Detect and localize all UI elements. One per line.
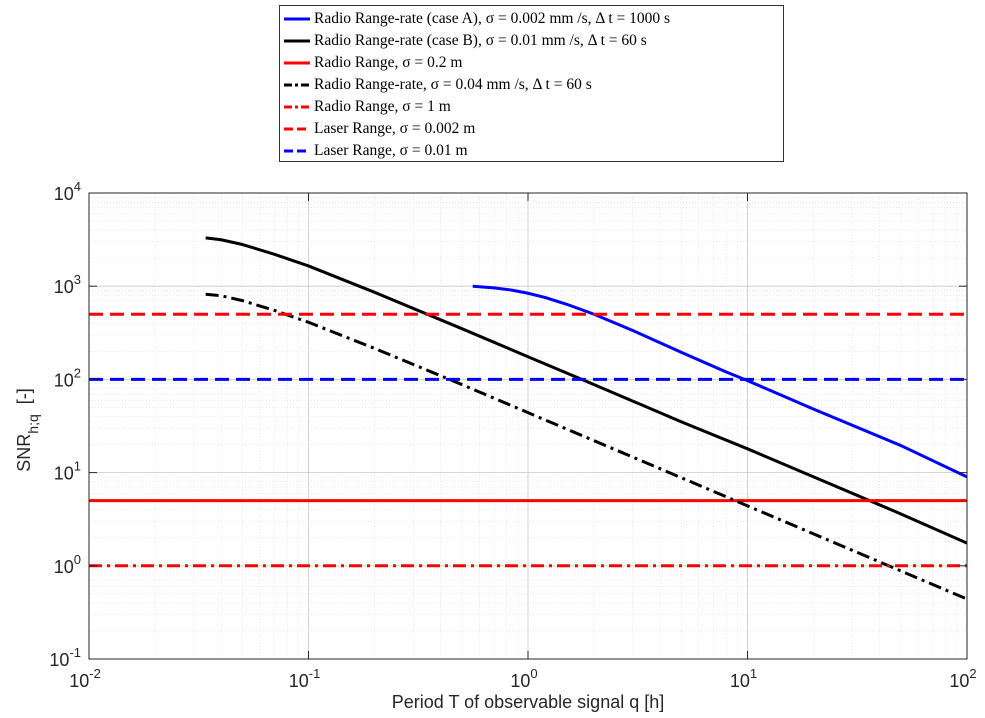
legend-entry-4: Radio Range-rate, σ = 0.04 mm /s, Δ t = … [282, 74, 783, 96]
x-tick-label: 101 [730, 666, 757, 691]
chart-legend: Radio Range-rate (case A), σ = 0.002 mm … [279, 5, 784, 162]
legend-label: Laser Range, σ = 0.002 m [314, 120, 476, 137]
y-tick-label: 100 [54, 552, 81, 577]
legend-swatch [284, 149, 310, 153]
y-axis-title-main: SNR [14, 434, 34, 472]
legend-label: Laser Range, σ = 0.01 m [314, 142, 468, 159]
legend-entry-7: Laser Range, σ = 0.01 m [282, 140, 783, 162]
legend-entry-5: Radio Range, σ = 1 m [282, 96, 783, 118]
y-axis-title: SNRh;q [-] [14, 388, 41, 471]
y-axis-title-suffix: [-] [14, 388, 34, 404]
y-tick-label: 10-1 [49, 645, 81, 670]
y-axis-title-sub: h;q [25, 414, 41, 433]
x-axis-title: Period T of observable signal q [h] [392, 692, 665, 712]
legend-swatch [284, 127, 310, 131]
legend-swatch [284, 83, 310, 87]
x-tick-label: 102 [949, 666, 976, 691]
y-tick-label: 101 [54, 459, 81, 484]
legend-entry-3: Radio Range, σ = 0.2 m [282, 52, 783, 74]
legend-swatch [284, 61, 310, 65]
legend-label: Radio Range, σ = 0.2 m [314, 54, 463, 71]
legend-swatch [284, 39, 310, 43]
legend-label: Radio Range-rate, σ = 0.04 mm /s, Δ t = … [314, 76, 592, 93]
legend-label: Radio Range, σ = 1 m [314, 98, 451, 115]
legend-entry-2: Radio Range-rate (case B), σ = 0.01 mm /… [282, 30, 783, 52]
legend-label: Radio Range-rate (case A), σ = 0.002 mm … [314, 10, 671, 27]
legend-swatch [284, 17, 310, 21]
x-tick-label: 10-2 [69, 666, 101, 691]
y-tick-label: 103 [54, 272, 81, 297]
x-tick-label: 10-1 [289, 666, 321, 691]
y-tick-label: 102 [54, 365, 81, 390]
legend-entry-1: Radio Range-rate (case A), σ = 0.002 mm … [282, 8, 783, 30]
legend-entry-6: Laser Range, σ = 0.002 m [282, 118, 783, 140]
x-tick-label: 100 [510, 666, 537, 691]
series-line-1 [472, 284, 967, 479]
legend-swatch [284, 105, 310, 109]
series-line-2 [205, 236, 967, 545]
legend-label: Radio Range-rate (case B), σ = 0.01 mm /… [314, 32, 647, 49]
series-line-4 [205, 292, 967, 601]
y-tick-label: 104 [54, 179, 81, 204]
